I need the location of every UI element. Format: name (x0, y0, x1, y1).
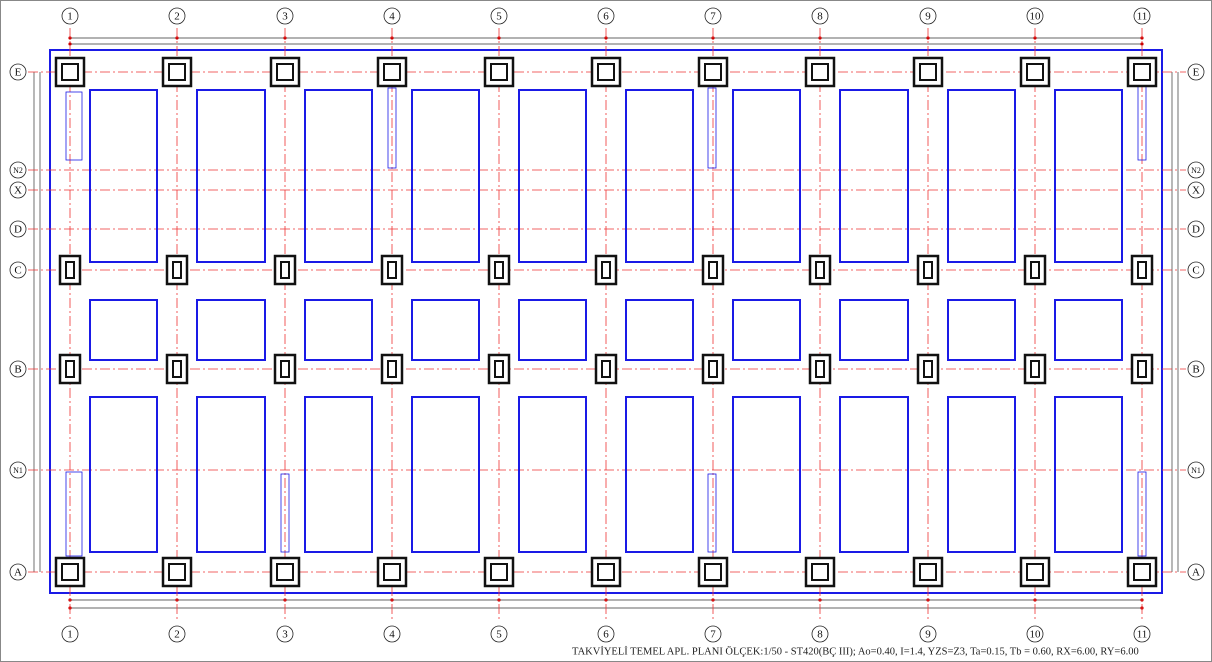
column (382, 355, 402, 383)
column (489, 256, 509, 284)
column (806, 558, 834, 586)
column (60, 256, 80, 284)
grid-label: 8 (817, 629, 823, 641)
column (167, 355, 187, 383)
column (485, 558, 513, 586)
grid-label: A (14, 567, 22, 579)
grid-label: 6 (603, 11, 609, 23)
column (275, 256, 295, 284)
column (918, 256, 938, 284)
grid-label: 2 (174, 629, 180, 641)
column (1025, 256, 1045, 284)
column (914, 558, 942, 586)
column (378, 558, 406, 586)
grid-label: X (1192, 185, 1200, 197)
column (1132, 355, 1152, 383)
column (163, 58, 191, 86)
grid-label: E (15, 67, 22, 79)
grid-label: 4 (389, 11, 395, 23)
grid-label: 5 (496, 629, 502, 641)
column (699, 58, 727, 86)
grid-label: 9 (925, 629, 931, 641)
column (378, 58, 406, 86)
grid-label: C (14, 265, 21, 277)
column (167, 256, 187, 284)
column (703, 256, 723, 284)
column (806, 58, 834, 86)
column (1128, 558, 1156, 586)
grid-label: D (1192, 224, 1200, 236)
grid-label: X (14, 185, 22, 197)
column (382, 256, 402, 284)
column (810, 256, 830, 284)
drawing-title: TAKVİYELİ TEMEL APL. PLANI ÖLÇEK:1/50 - … (572, 645, 1139, 657)
grid-label: 10 (1030, 629, 1042, 641)
column (914, 58, 942, 86)
grid-label: 7 (710, 629, 716, 641)
column (592, 58, 620, 86)
column (703, 355, 723, 383)
grid-label: 1 (67, 629, 73, 641)
grid-label: 7 (710, 11, 716, 23)
column (275, 355, 295, 383)
grid-label: A (1192, 567, 1200, 579)
grid-label: 3 (282, 629, 288, 641)
column (596, 355, 616, 383)
grid-label: C (1192, 265, 1199, 277)
column (699, 558, 727, 586)
column (1128, 58, 1156, 86)
grid-label: D (14, 224, 22, 236)
column (56, 58, 84, 86)
column (1025, 355, 1045, 383)
column (1021, 58, 1049, 86)
grid-label: 4 (389, 629, 395, 641)
grid-label: E (1193, 67, 1200, 79)
grid-label: 11 (1137, 629, 1148, 641)
column (596, 256, 616, 284)
grid-label: B (14, 364, 21, 376)
column (485, 58, 513, 86)
grid-label: B (1192, 364, 1199, 376)
grid-label: 10 (1030, 11, 1042, 23)
column (271, 558, 299, 586)
grid-label: N2 (13, 166, 23, 175)
plan-drawing: TAKVİYELİ TEMEL APL. PLANI ÖLÇEK:1/50 - … (0, 0, 1212, 662)
column (1021, 558, 1049, 586)
column (163, 558, 191, 586)
column (60, 355, 80, 383)
grid-label: 5 (496, 11, 502, 23)
column (489, 355, 509, 383)
column (918, 355, 938, 383)
column (592, 558, 620, 586)
grid-label: 6 (603, 629, 609, 641)
grid-label: 8 (817, 11, 823, 23)
column (1132, 256, 1152, 284)
grid-label: N1 (1191, 466, 1201, 475)
grid-label: 9 (925, 11, 931, 23)
column (271, 58, 299, 86)
grid-label: 1 (67, 11, 73, 23)
grid-label: 11 (1137, 11, 1148, 23)
grid-label: N1 (13, 466, 23, 475)
grid-label: 2 (174, 11, 180, 23)
grid-label: N2 (1191, 166, 1201, 175)
grid-label: 3 (282, 11, 288, 23)
column (56, 558, 84, 586)
column (810, 355, 830, 383)
